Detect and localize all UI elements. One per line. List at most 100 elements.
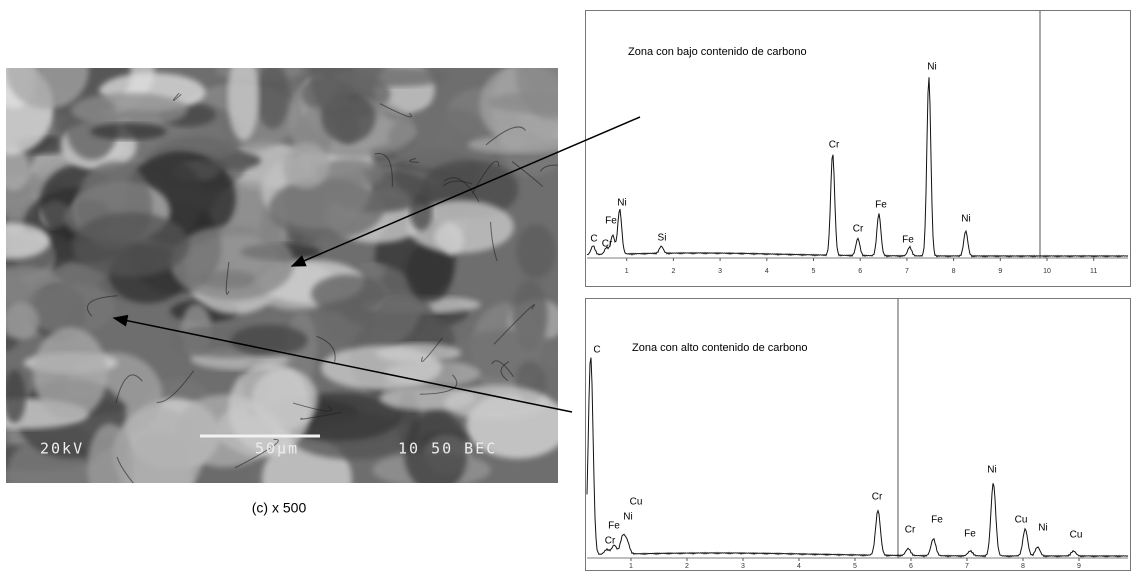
sem-grain bbox=[409, 194, 432, 231]
tick-label: 4 bbox=[797, 563, 801, 570]
sem-grain bbox=[228, 362, 312, 454]
peak-label: C bbox=[593, 345, 600, 356]
tick-label: 10 bbox=[1043, 268, 1051, 275]
sem-grain bbox=[6, 68, 89, 109]
sem-grain bbox=[516, 224, 556, 279]
peak-label: Cu bbox=[1070, 530, 1083, 541]
sem-crack bbox=[485, 126, 526, 146]
tick-label: 6 bbox=[858, 268, 862, 275]
peak-label: Fe bbox=[608, 521, 620, 532]
sem-grain bbox=[403, 410, 469, 483]
sem-grain bbox=[336, 110, 360, 144]
sem-crack bbox=[443, 177, 480, 203]
peak-label: Cu bbox=[630, 497, 643, 508]
peak-label: Ni bbox=[623, 512, 632, 523]
sem-grain bbox=[6, 369, 26, 424]
tick-label: 4 bbox=[765, 268, 769, 275]
sem-crack bbox=[491, 360, 515, 378]
sem-grain bbox=[120, 431, 194, 483]
tick-label: 7 bbox=[905, 268, 909, 275]
peak-label: Cr bbox=[605, 536, 616, 547]
spectrum-title: Zona con alto contenido de carbono bbox=[632, 342, 808, 354]
sem-grain bbox=[87, 423, 133, 483]
tick-label: 2 bbox=[685, 563, 689, 570]
sem-grain bbox=[311, 274, 385, 314]
sem-crack bbox=[419, 374, 458, 395]
sem-crack bbox=[300, 411, 342, 420]
peak-label: Fe bbox=[605, 216, 617, 227]
peak-label: Fe bbox=[964, 529, 976, 540]
peak-label: Si bbox=[658, 233, 667, 244]
sem-grain bbox=[90, 123, 167, 140]
sem-crack bbox=[116, 456, 134, 483]
sem-grain bbox=[406, 242, 453, 303]
sem-grain bbox=[388, 107, 497, 170]
tick-label: 5 bbox=[853, 563, 857, 570]
sem-grain bbox=[444, 385, 549, 421]
peak-label: Fe bbox=[902, 235, 914, 246]
sem-crack bbox=[490, 221, 498, 262]
sem-crack bbox=[172, 92, 182, 101]
peak-label: Fe bbox=[931, 515, 943, 526]
sem-crack bbox=[540, 164, 558, 172]
sem-grain bbox=[255, 68, 290, 130]
sem-grain bbox=[227, 68, 259, 141]
sem-grain bbox=[331, 68, 450, 87]
sem-crack bbox=[292, 402, 333, 412]
peak-label: Cr bbox=[829, 140, 840, 151]
sem-grain bbox=[320, 345, 442, 390]
sem-grain bbox=[72, 212, 190, 277]
peak-label: Cr bbox=[602, 239, 613, 250]
peak-label: Ni bbox=[987, 465, 996, 476]
arrow bbox=[112, 314, 573, 413]
sem-crack bbox=[409, 157, 420, 163]
sem-grain bbox=[170, 225, 295, 301]
tick-label: 9 bbox=[1077, 563, 1081, 570]
sem-grain bbox=[309, 68, 355, 116]
peak-label: C bbox=[590, 234, 597, 245]
tick-label: 9 bbox=[998, 268, 1002, 275]
peak-label: Cr bbox=[905, 525, 916, 536]
sem-crack bbox=[225, 261, 230, 295]
sem-crack bbox=[234, 438, 279, 469]
peak-label: Ni bbox=[961, 214, 970, 225]
tick-label: 3 bbox=[741, 563, 745, 570]
caption: (c) x 500 bbox=[252, 500, 307, 516]
sem-grain bbox=[282, 142, 330, 189]
tick-label: 3 bbox=[718, 268, 722, 275]
peak-label: Cr bbox=[872, 492, 883, 503]
spectrum-frame bbox=[585, 298, 1131, 571]
tick-label: 11 bbox=[1090, 268, 1097, 275]
sem-crack bbox=[493, 304, 535, 345]
sem-grain bbox=[33, 327, 108, 420]
sem-crack bbox=[374, 153, 393, 187]
sem-grain bbox=[6, 302, 39, 340]
tick-label: 5 bbox=[812, 268, 816, 275]
sem-grain bbox=[230, 324, 308, 356]
sem-grain bbox=[71, 93, 188, 127]
peak-label: Ni bbox=[1038, 523, 1047, 534]
sem-grain bbox=[516, 68, 558, 120]
peak-label: Cr bbox=[853, 224, 864, 235]
spectrum-title: Zona con bajo contenido de carbono bbox=[628, 46, 807, 58]
sem-grain bbox=[6, 148, 31, 191]
spectrum-line bbox=[586, 357, 1129, 558]
tick-label: 8 bbox=[952, 268, 956, 275]
sem-crack bbox=[511, 161, 544, 187]
sem-grain bbox=[407, 200, 514, 254]
sem-crack bbox=[443, 180, 473, 187]
sem-crack bbox=[421, 337, 443, 362]
peak-label: Ni bbox=[927, 62, 936, 73]
sem-grain bbox=[268, 178, 384, 240]
peak-label: Fe bbox=[875, 200, 887, 211]
sem-crack bbox=[156, 370, 195, 403]
tick-label: 1 bbox=[629, 563, 633, 570]
sem-grain bbox=[6, 223, 51, 259]
spectrum-line bbox=[586, 77, 1129, 258]
sem-grain bbox=[24, 283, 115, 334]
peak-label: Cu bbox=[1015, 515, 1028, 526]
tick-label: 6 bbox=[909, 563, 913, 570]
tick-label: 7 bbox=[965, 563, 969, 570]
tick-label: 1 bbox=[625, 268, 629, 275]
